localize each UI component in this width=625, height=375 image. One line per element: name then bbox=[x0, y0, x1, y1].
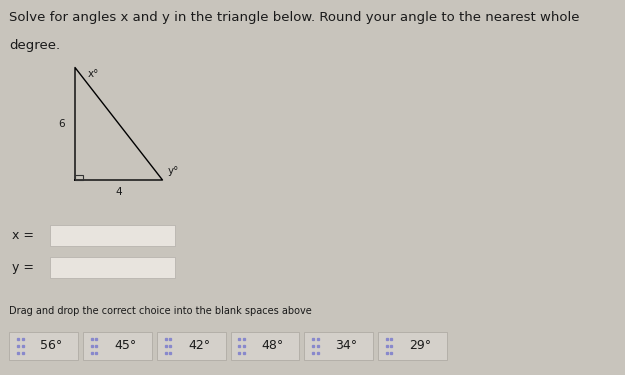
FancyBboxPatch shape bbox=[9, 332, 78, 360]
FancyBboxPatch shape bbox=[50, 225, 175, 246]
Text: 56°: 56° bbox=[41, 339, 62, 352]
Text: Drag and drop the correct choice into the blank spaces above: Drag and drop the correct choice into th… bbox=[9, 306, 312, 316]
Text: x°: x° bbox=[88, 69, 99, 80]
FancyBboxPatch shape bbox=[157, 332, 226, 360]
Text: y =: y = bbox=[12, 261, 34, 274]
FancyBboxPatch shape bbox=[231, 332, 299, 360]
Text: 45°: 45° bbox=[114, 339, 136, 352]
Text: x =: x = bbox=[12, 229, 34, 242]
Text: 48°: 48° bbox=[262, 339, 284, 352]
Text: 42°: 42° bbox=[188, 339, 210, 352]
FancyBboxPatch shape bbox=[83, 332, 152, 360]
Bar bbox=[75, 175, 83, 180]
FancyBboxPatch shape bbox=[378, 332, 447, 360]
Text: 6: 6 bbox=[58, 119, 64, 129]
Text: 29°: 29° bbox=[409, 339, 431, 352]
Text: degree.: degree. bbox=[9, 39, 61, 53]
FancyBboxPatch shape bbox=[304, 332, 373, 360]
FancyBboxPatch shape bbox=[50, 257, 175, 278]
Text: y°: y° bbox=[168, 166, 179, 176]
Text: 34°: 34° bbox=[336, 339, 357, 352]
Text: Solve for angles x and y in the triangle below. Round your angle to the nearest : Solve for angles x and y in the triangle… bbox=[9, 11, 580, 24]
Text: 4: 4 bbox=[116, 187, 122, 197]
